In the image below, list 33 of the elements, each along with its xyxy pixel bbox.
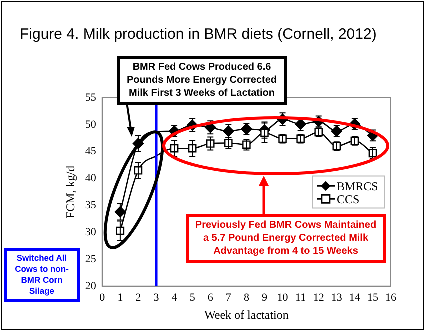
x-tick-label: 0 [100, 292, 106, 304]
y-tick-label: 55 [85, 92, 97, 104]
y-tick-label: 30 [85, 226, 97, 238]
x-tick-label: 3 [154, 292, 160, 304]
x-tick-label: 7 [226, 292, 232, 304]
y-tick-label: 45 [85, 146, 97, 158]
x-tick-label: 15 [367, 292, 379, 304]
x-tick-label: 11 [296, 292, 306, 304]
y-tick-label: 35 [85, 200, 97, 212]
x-tick-label: 4 [172, 292, 178, 304]
x-tick-label: 9 [262, 292, 268, 304]
x-tick-label: 14 [349, 292, 361, 304]
x-tick-label: 1 [118, 292, 124, 304]
x-axis-title: Week of lactation [204, 308, 289, 322]
y-axis-title: FCM, kg/d [63, 166, 78, 219]
legend-label: CCS [337, 192, 360, 206]
ref-line-label: Switched All Cows to non-BMR Corn Silage [4, 248, 80, 302]
x-tick-label: 6 [208, 292, 214, 304]
x-tick-label: 16 [386, 292, 397, 304]
legend-label: BMRCS [337, 179, 378, 194]
y-tick-label: 25 [85, 253, 97, 266]
x-tick-label: 10 [277, 292, 289, 304]
y-tick-label: 40 [85, 172, 97, 185]
annotation: Previously Fed BMR Cows Maintained a 5.7 Pound Energy Corrected Milk Advantage from 4 to 15 Weeks [186, 214, 386, 263]
x-tick-label: 2 [136, 292, 142, 304]
x-tick-label: 13 [331, 292, 343, 304]
y-tick-label: 50 [85, 118, 97, 131]
x-tick-label: 5 [190, 292, 196, 304]
y-tick-label: 20 [85, 280, 97, 292]
x-tick-label: 12 [313, 292, 324, 304]
chart-title: Figure 4. Milk production in BMR diets (Cornell, 2012) [20, 26, 377, 43]
annotation: BMR Fed Cows Produced 6.6 Pounds More Energy Corrected Milk First 3 Weeks of Lactation [117, 56, 287, 105]
x-tick-label: 8 [244, 292, 250, 304]
